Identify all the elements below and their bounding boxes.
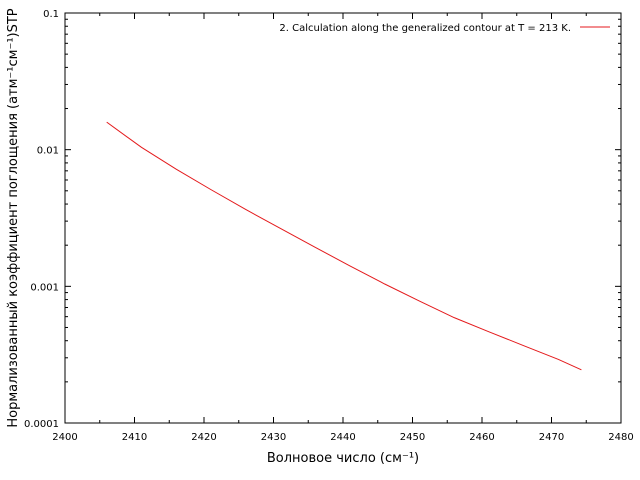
x-tick-label: 2480 [608, 432, 633, 443]
legend: 2. Calculation along the generalized con… [279, 23, 610, 34]
legend-label: 2. Calculation along the generalized con… [279, 23, 571, 34]
series-layer [106, 121, 582, 371]
x-tick-label: 2450 [400, 432, 425, 443]
series-line [106, 121, 582, 371]
y-axis-title: Нормализованный коэффициент поглощения (… [6, 8, 21, 427]
y-tick-label: 0.0001 [24, 419, 59, 430]
x-tick-label: 2440 [330, 432, 355, 443]
x-tick-label: 2470 [539, 432, 564, 443]
plot-frame [64, 12, 622, 424]
y-tick-label: 0.01 [37, 146, 59, 157]
x-axis-ticks: 2400 2410 2420 2430 2440 2450 2460 2470 2480 [52, 13, 634, 443]
y-axis-ticks: 0.0001 0.001 0.01 0.1 [24, 9, 621, 430]
x-axis-title: Волновое число (см⁻¹) [267, 451, 419, 466]
x-tick-label: 2420 [191, 432, 216, 443]
y-tick-label: 0.001 [30, 282, 59, 293]
x-tick-label: 2410 [122, 432, 147, 443]
y-tick-label: 0.1 [43, 9, 59, 20]
x-tick-label: 2460 [469, 432, 494, 443]
x-tick-label: 2400 [52, 432, 77, 443]
x-tick-label: 2430 [261, 432, 286, 443]
